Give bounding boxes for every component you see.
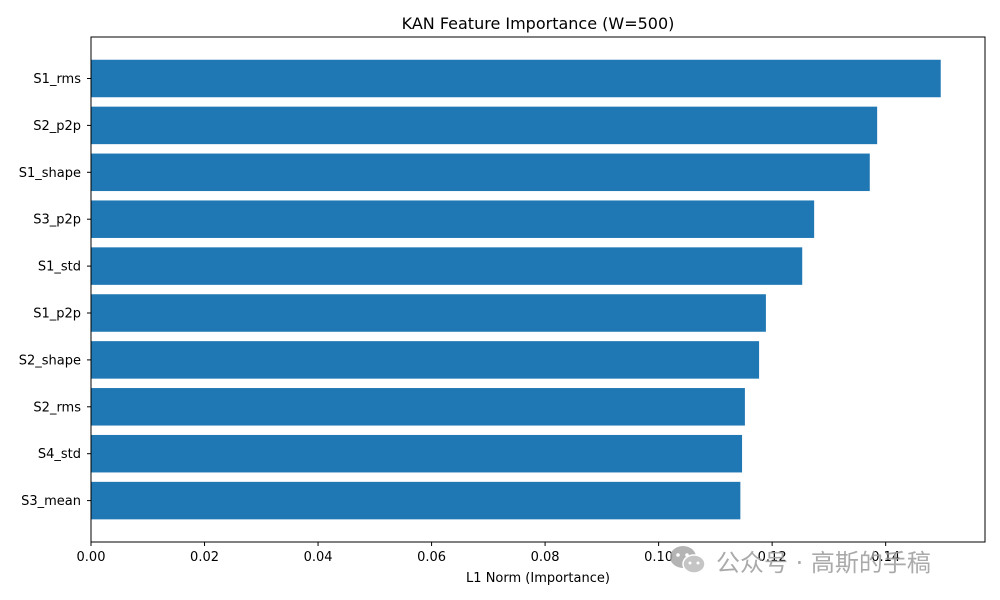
bar-S2_shape <box>91 341 760 379</box>
x-tick-label: 0.12 <box>758 550 787 565</box>
x-tick-label: 0.10 <box>644 550 673 565</box>
watermark: 公众号 · 高斯的手稿 <box>668 542 931 578</box>
x-tick-label: 0.06 <box>417 550 446 565</box>
bar-S1_std <box>91 247 803 285</box>
bar-S2_rms <box>91 388 745 426</box>
x-tick-label: 0.00 <box>77 550 106 565</box>
y-axis: S1_rms S2_p2p S1_shape S3_p2p S1_std S1_p2p S2… <box>19 72 91 509</box>
wechat-icon <box>670 546 706 574</box>
y-tick-label: S4_std <box>38 447 81 462</box>
x-axis-label: L1 Norm (Importance) <box>466 571 610 586</box>
bar-S1_shape <box>91 153 870 192</box>
x-tick-label: 0.14 <box>871 550 900 565</box>
chart-title: KAN Feature Importance (W=500) <box>402 14 675 33</box>
y-tick-label: S2_shape <box>19 353 81 368</box>
x-tick-label: 0.04 <box>304 550 333 565</box>
y-tick-label: S2_p2p <box>33 119 81 134</box>
bar-S2_p2p <box>91 106 878 145</box>
watermark-text: 公众号 · 高斯的手稿 <box>716 548 931 577</box>
y-tick-label: S1_shape <box>19 166 81 181</box>
x-axis: 0.00 0.02 0.04 0.06 0.08 0.10 0.12 0.14 <box>77 542 900 565</box>
x-tick-label: 0.02 <box>190 550 219 565</box>
y-tick-label: S3_p2p <box>33 213 81 228</box>
x-tick-label: 0.08 <box>531 550 560 565</box>
y-tick-label: S3_mean <box>21 494 81 509</box>
bar-S1_rms <box>91 59 941 98</box>
y-tick-label: S1_rms <box>33 72 81 87</box>
bar-S1_p2p <box>91 294 766 332</box>
plot-frame <box>90 36 986 543</box>
bar-S3_mean <box>91 481 741 520</box>
bar-S3_p2p <box>91 200 815 238</box>
bars-group <box>91 59 941 520</box>
y-tick-label: S1_std <box>38 260 81 275</box>
y-tick-label: S2_rms <box>33 400 81 415</box>
bar-S4_std <box>91 434 743 473</box>
y-tick-label: S1_p2p <box>33 307 81 322</box>
